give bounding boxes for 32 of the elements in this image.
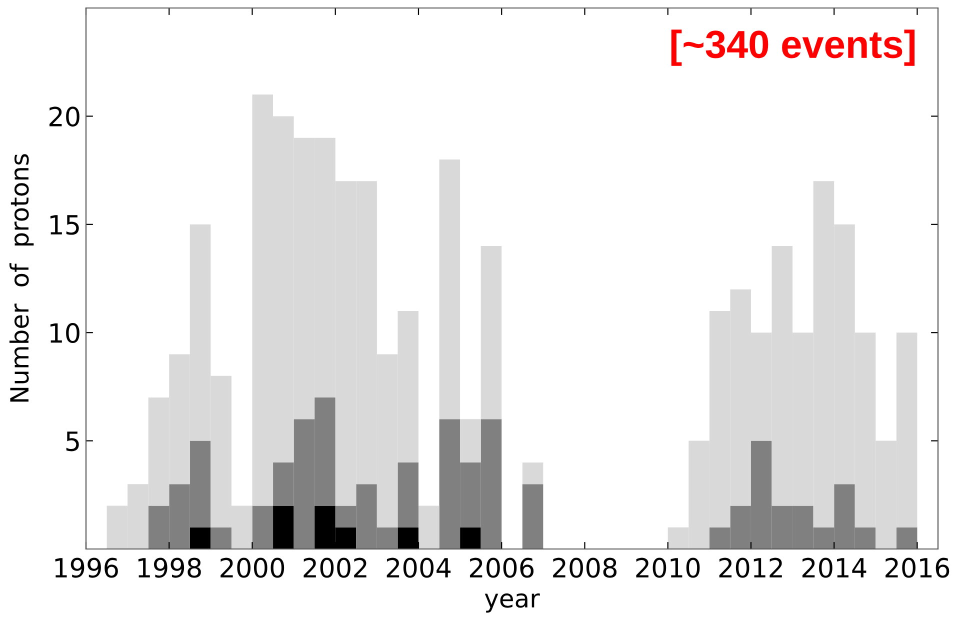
x-tick-label: 2008 bbox=[553, 558, 617, 578]
bar bbox=[439, 159, 460, 420]
bar bbox=[460, 419, 481, 462]
y-tick-label: 10 bbox=[50, 323, 80, 343]
bar bbox=[273, 506, 294, 549]
bar bbox=[210, 527, 232, 549]
bar bbox=[190, 527, 211, 549]
y-tick-label: 15 bbox=[50, 215, 79, 235]
annotation: [~340 events] bbox=[671, 30, 915, 66]
x-tick-label: 2002 bbox=[304, 558, 366, 578]
x-tick-label: 2010 bbox=[636, 558, 700, 578]
bar bbox=[418, 506, 440, 549]
x-tick-label: 2006 bbox=[470, 558, 534, 578]
x-tick-label: 2004 bbox=[386, 558, 451, 578]
bar bbox=[398, 527, 418, 549]
y-tick-label: 20 bbox=[49, 106, 80, 127]
x-tick-label: 2016 bbox=[886, 558, 950, 578]
bar bbox=[480, 246, 502, 420]
bar bbox=[522, 462, 544, 484]
x-tick-label: 2014 bbox=[802, 558, 866, 578]
x-tick-label: 2012 bbox=[719, 558, 782, 578]
bar bbox=[522, 484, 544, 549]
bar bbox=[252, 506, 274, 549]
x-tick-label: 2000 bbox=[220, 558, 284, 578]
x-tick-label: 1998 bbox=[138, 558, 201, 578]
y-tick-label: 5 bbox=[66, 432, 79, 452]
bar bbox=[896, 527, 918, 549]
y-axis-title: Number of protons bbox=[9, 154, 34, 402]
bar bbox=[398, 462, 418, 528]
bar bbox=[460, 527, 481, 549]
x-axis-title: year bbox=[484, 593, 540, 613]
x-tick-label: 1996 bbox=[55, 558, 118, 578]
